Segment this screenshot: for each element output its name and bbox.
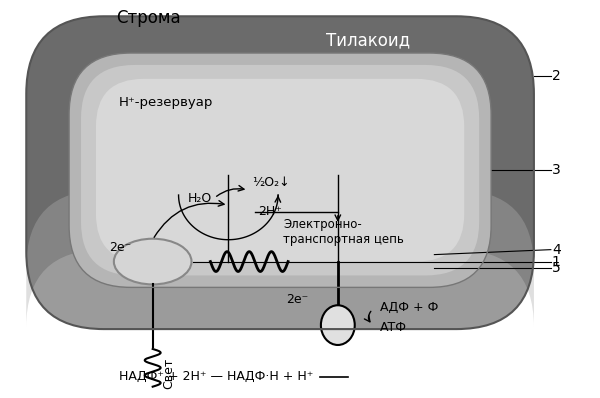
Text: 4: 4 <box>552 243 560 257</box>
Text: 2e⁻: 2e⁻ <box>109 241 131 254</box>
Text: 3: 3 <box>552 163 560 177</box>
Text: 2: 2 <box>552 69 560 83</box>
FancyBboxPatch shape <box>26 190 534 329</box>
Text: Свет: Свет <box>162 358 175 389</box>
Text: НАДФ⁺ + 2Н⁺ — НАДФ·Н + Н⁺: НАДФ⁺ + 2Н⁺ — НАДФ·Н + Н⁺ <box>119 370 313 383</box>
Text: 2Н⁺: 2Н⁺ <box>258 205 282 219</box>
Text: Электронно-
транспортная цепь: Электронно- транспортная цепь <box>283 218 404 246</box>
Text: 2e⁻: 2e⁻ <box>286 293 308 306</box>
FancyBboxPatch shape <box>69 53 491 287</box>
FancyBboxPatch shape <box>26 16 534 329</box>
Text: Строма: Строма <box>116 9 181 27</box>
Text: Тилакоид: Тилакоид <box>326 31 410 49</box>
Ellipse shape <box>114 239 191 285</box>
FancyBboxPatch shape <box>26 250 534 329</box>
FancyBboxPatch shape <box>81 65 479 275</box>
Text: АДФ + Ф: АДФ + Ф <box>380 301 438 314</box>
FancyBboxPatch shape <box>96 79 464 261</box>
Text: Н₂О: Н₂О <box>188 191 212 205</box>
Text: 5: 5 <box>552 261 560 275</box>
Text: Н⁺-резервуар: Н⁺-резервуар <box>119 96 213 109</box>
Text: ½O₂↓: ½O₂↓ <box>252 176 290 189</box>
Ellipse shape <box>321 305 355 345</box>
Text: АТФ: АТФ <box>380 321 407 334</box>
Text: 1: 1 <box>552 255 561 269</box>
